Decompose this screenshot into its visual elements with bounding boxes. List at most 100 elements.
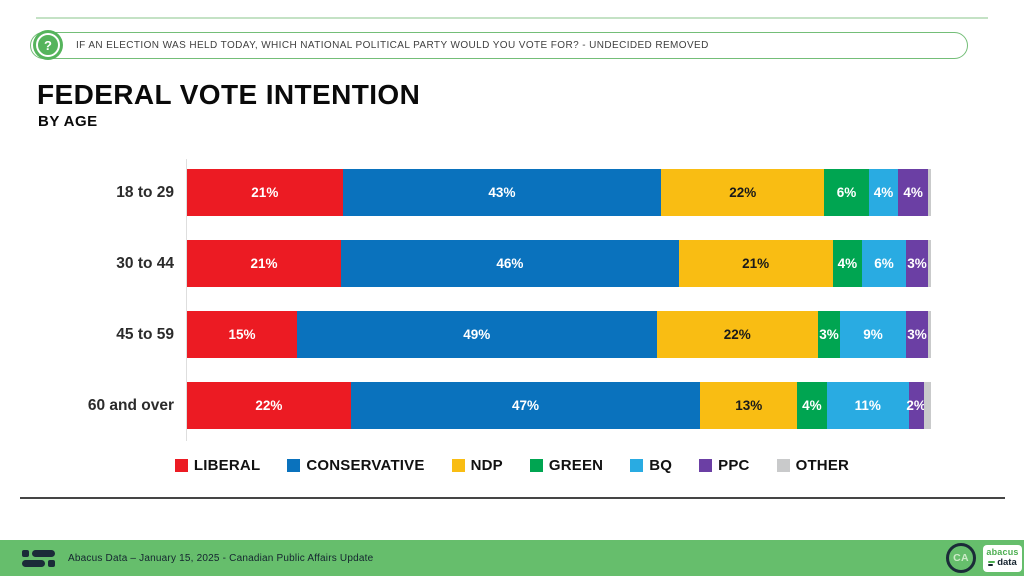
logo-word-abacus: abacus <box>986 547 1019 558</box>
chart-legend: LIBERAL CONSERVATIVE NDP GREEN BQ PPC OTHER <box>0 457 1024 474</box>
segment-liberal: 21% <box>187 169 343 216</box>
segment-value-label: 9% <box>863 327 883 342</box>
legend-label: BQ <box>649 457 673 474</box>
legend-item-ppc: PPC <box>699 457 749 474</box>
segment-bq: 6% <box>862 240 907 287</box>
segment-value-label: 11% <box>854 398 881 413</box>
segment-value-label: 15% <box>228 327 256 342</box>
legend-item-conservative: CONSERVATIVE <box>287 457 424 474</box>
segment-value-label: 21% <box>250 256 278 271</box>
legend-swatch-icon <box>174 459 188 472</box>
legend-swatch-icon <box>699 459 713 472</box>
legend-item-bq: BQ <box>630 457 672 474</box>
legend-swatch-icon <box>529 459 543 472</box>
segment-value-label: 49% <box>463 327 491 342</box>
segment-ndp: 22% <box>656 311 818 358</box>
legend-label: LIBERAL <box>193 457 261 474</box>
legend-swatch-icon <box>630 459 644 472</box>
question-banner: ? IF AN ELECTION WAS HELD TODAY, WHICH N… <box>30 30 968 60</box>
segment-liberal: 22% <box>187 382 351 429</box>
segment-green: 6% <box>824 169 869 216</box>
segment-bq: 4% <box>868 169 899 216</box>
legend-swatch-icon <box>451 459 465 472</box>
legend-label: PPC <box>718 457 750 474</box>
segment-liberal: 21% <box>187 240 342 287</box>
mini-abacus-icon <box>988 560 996 566</box>
segment-ppc: 3% <box>905 311 928 358</box>
legend-item-other: OTHER <box>776 457 850 474</box>
legend-swatch-icon <box>287 459 301 472</box>
segment-value-label: 43% <box>488 185 516 200</box>
segment-ppc: 4% <box>898 169 928 216</box>
segment-value-label: 6% <box>874 256 894 271</box>
bar-track: 15% 49% 22% 3% 9% 3% <box>187 311 931 358</box>
legend-label: CONSERVATIVE <box>306 457 425 474</box>
title-block: FEDERAL VOTE INTENTION BY AGE <box>37 79 421 131</box>
question-mark-icon: ? <box>33 30 63 60</box>
segment-value-label: 3% <box>907 256 927 271</box>
segment-value-label: 6% <box>836 185 857 200</box>
segment-ndp: 21% <box>678 240 833 287</box>
segment-value-label: 3% <box>907 327 927 342</box>
page-title: FEDERAL VOTE INTENTION <box>37 79 421 110</box>
segment-other <box>923 382 931 429</box>
footer-divider-line <box>20 497 1005 499</box>
segment-ppc: 3% <box>906 240 929 287</box>
segment-conservative: 46% <box>341 240 679 287</box>
segment-ndp: 22% <box>661 169 825 216</box>
legend-label: GREEN <box>548 457 604 474</box>
legend-label: OTHER <box>795 457 850 474</box>
segment-value-label: 21% <box>251 185 279 200</box>
logo-word-data: data <box>997 557 1017 569</box>
legend-swatch-icon <box>776 459 790 472</box>
segment-value-label: 3% <box>819 327 839 342</box>
legend-item-green: GREEN <box>529 457 604 474</box>
segment-value-label: 13% <box>735 398 763 413</box>
segment-other <box>928 169 931 216</box>
category-label: 18 to 29 <box>116 184 174 201</box>
question-text: IF AN ELECTION WAS HELD TODAY, WHICH NAT… <box>76 40 709 51</box>
segment-conservative: 49% <box>297 311 657 358</box>
category-label: 45 to 59 <box>116 326 174 343</box>
legend-label: NDP <box>470 457 503 474</box>
segment-other <box>927 311 931 358</box>
top-accent-line <box>36 17 988 19</box>
ca-badge-icon: CA <box>946 543 976 573</box>
segment-liberal: 15% <box>187 311 298 358</box>
legend-item-liberal: LIBERAL <box>174 457 261 474</box>
chart-row: 45 to 59 15% 49% 22% 3% 9% 3% <box>0 311 1024 358</box>
abacus-data-logo: abacus data <box>983 544 1022 572</box>
segment-value-label: 21% <box>742 256 770 271</box>
segment-value-label: 22% <box>723 327 751 342</box>
bar-track: 22% 47% 13% 4% 11% 2% <box>187 382 931 429</box>
y-axis-line <box>186 159 187 441</box>
segment-green: 4% <box>797 382 827 429</box>
segment-conservative: 43% <box>342 169 662 216</box>
segment-value-label: 2% <box>906 398 926 413</box>
segment-value-label: 4% <box>873 185 894 200</box>
category-label: 60 and over <box>87 397 174 414</box>
chart-row: 18 to 29 21% 43% 22% 6% 4% 4% <box>0 169 1024 216</box>
segment-value-label: 4% <box>903 185 923 200</box>
bar-track: 21% 43% 22% 6% 4% 4% <box>187 169 931 216</box>
footer-caption: Abacus Data – January 15, 2025 - Canadia… <box>68 552 374 564</box>
segment-value-label: 46% <box>496 256 524 271</box>
legend-item-ndp: NDP <box>451 457 503 474</box>
footer-bar: Abacus Data – January 15, 2025 - Canadia… <box>0 540 1024 576</box>
segment-bq: 9% <box>839 311 906 358</box>
segment-green: 4% <box>832 240 862 287</box>
segment-value-label: 22% <box>255 398 283 413</box>
segment-value-label: 4% <box>802 398 822 413</box>
segment-bq: 11% <box>826 382 909 429</box>
chart-row: 60 and over 22% 47% 13% 4% 11% 2% <box>0 382 1024 429</box>
stacked-bar-chart: 18 to 29 21% 43% 22% 6% 4% 4% 30 to 44 21% 46% 21%… <box>0 159 1024 449</box>
segment-green: 3% <box>817 311 840 358</box>
segment-value-label: 47% <box>511 398 540 413</box>
page-subtitle: BY AGE <box>38 113 98 131</box>
segment-value-label: 4% <box>837 256 858 271</box>
chart-row: 30 to 44 21% 46% 21% 4% 6% 3% <box>0 240 1024 287</box>
bar-track: 21% 46% 21% 4% 6% 3% <box>187 240 932 287</box>
segment-conservative: 47% <box>350 382 701 429</box>
abacus-logo-icon <box>22 549 55 567</box>
